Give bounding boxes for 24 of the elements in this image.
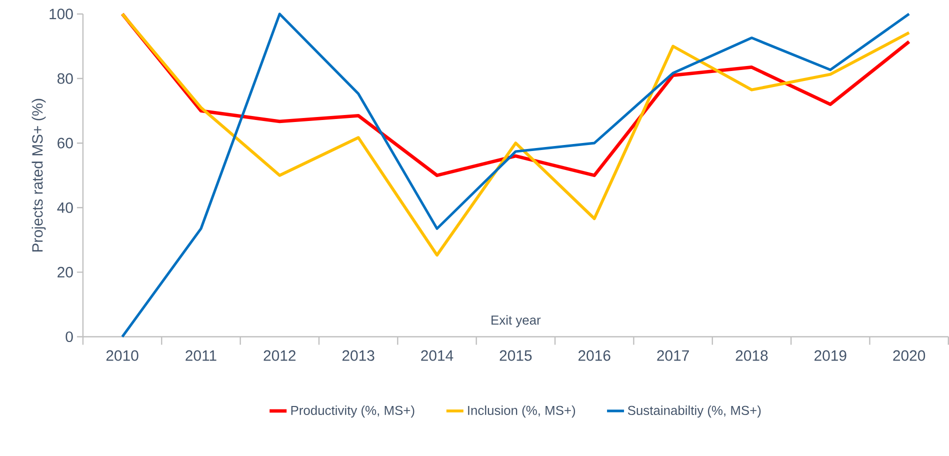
- x-tick-label: 2018: [736, 350, 768, 361]
- y-tick-label: 60: [58, 138, 73, 149]
- legend-label: Inclusion (%, MS+): [468, 406, 576, 418]
- y-tick-label: 100: [50, 8, 73, 20]
- x-tick-label: 2020: [893, 350, 926, 361]
- x-tick-label: 2015: [500, 350, 532, 361]
- x-tick-label: 2014: [421, 350, 454, 361]
- x-tick-label: 2011: [186, 350, 216, 361]
- y-tick-label: 0: [66, 332, 73, 342]
- x-tick-label: 2019: [814, 350, 846, 361]
- x-tick-label: 2016: [578, 350, 610, 361]
- x-tick-label: 2017: [657, 350, 689, 361]
- x-tick-label: 2012: [264, 350, 296, 361]
- x-axis-title: Exit year: [492, 315, 541, 328]
- y-tick-label: 20: [58, 267, 73, 278]
- legend-label: Sustainabiltiy (%, MS+): [628, 406, 761, 418]
- x-tick-label: 2010: [106, 350, 138, 361]
- line-series: [121, 12, 910, 338]
- y-tick-label: 40: [57, 202, 73, 214]
- y-axis-title: Projects rated MS+ (%): [32, 99, 46, 252]
- line-series: [120, 12, 911, 257]
- legend-label: Productivity (%, MS+): [291, 406, 414, 418]
- y-tick-label: 80: [57, 73, 73, 84]
- x-tick-label: 2013: [342, 350, 374, 361]
